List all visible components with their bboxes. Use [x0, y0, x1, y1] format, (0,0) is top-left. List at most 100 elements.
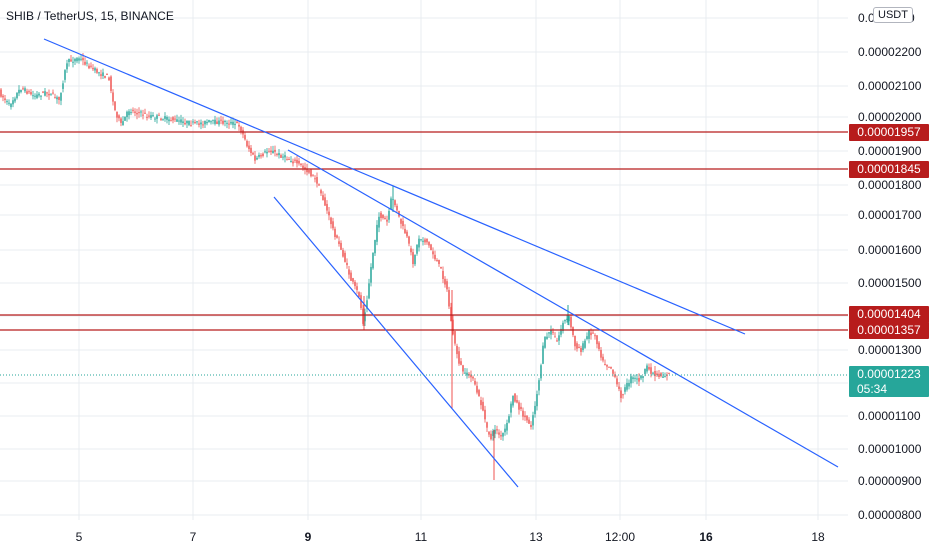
- candle-body: [108, 77, 110, 81]
- candle-body: [84, 61, 86, 65]
- candle-body: [506, 422, 508, 431]
- candle-body: [48, 93, 50, 96]
- level-label-1404[interactable]: 0.00001404: [849, 306, 929, 323]
- candle-body: [190, 125, 192, 127]
- candle-body: [154, 118, 156, 120]
- candle-body: [326, 203, 328, 211]
- candle-body: [76, 58, 78, 62]
- candle-body: [584, 340, 586, 348]
- candle-body: [364, 312, 366, 322]
- candle-body: [640, 375, 642, 379]
- candle-body: [548, 332, 550, 334]
- candle-body: [260, 155, 262, 157]
- currency-button[interactable]: USDT: [873, 7, 913, 23]
- trend-lines[interactable]: [43, 38, 839, 488]
- candle-body: [436, 260, 438, 262]
- candle-body: [438, 259, 440, 264]
- symbol-title[interactable]: SHIB / TetherUS, 15, BINANCE: [6, 9, 174, 23]
- candle-body: [594, 335, 596, 337]
- candle-body: [562, 322, 564, 332]
- time-tick: 12:00: [604, 530, 636, 544]
- candle-body: [72, 61, 74, 63]
- candle-body: [614, 374, 616, 377]
- current-price-value: 0.00001223: [857, 367, 921, 381]
- candle-body: [426, 238, 428, 243]
- candle-body: [128, 111, 130, 116]
- candle-body: [590, 332, 592, 336]
- candle-body: [514, 393, 516, 402]
- horizontal-levels[interactable]: [0, 131, 848, 331]
- candle-body: [248, 145, 250, 150]
- candle-body: [140, 111, 142, 113]
- candle-body: [564, 319, 566, 322]
- candle-body: [80, 58, 82, 60]
- candle-body: [182, 121, 184, 124]
- candle-body: [618, 386, 620, 389]
- candle-body: [298, 160, 300, 164]
- trend-line-middle[interactable]: [287, 149, 839, 468]
- candle-body: [482, 401, 484, 411]
- candle-body: [472, 376, 474, 379]
- candle-body: [518, 402, 520, 410]
- candle-body: [450, 307, 452, 322]
- candle-body: [214, 119, 216, 124]
- candle-body: [286, 159, 288, 161]
- candle-body: [112, 92, 114, 102]
- candle-body: [220, 119, 222, 121]
- chart-pane[interactable]: SHIB / TetherUS, 15, BINANCE: [0, 0, 848, 520]
- candle-body: [272, 150, 274, 154]
- candle-body: [508, 416, 510, 423]
- trend-line-upper[interactable]: [43, 38, 746, 335]
- price-tick: 0.00001700: [858, 208, 922, 222]
- candle-body: [406, 231, 408, 237]
- candle-body: [38, 93, 40, 96]
- candle-body: [374, 239, 376, 254]
- candle-body: [376, 224, 378, 242]
- candle-body: [510, 403, 512, 413]
- candle-body: [524, 415, 526, 418]
- candle-body: [410, 248, 412, 253]
- level-label-1957[interactable]: 0.00001957: [849, 124, 929, 141]
- candle-body: [40, 95, 42, 97]
- candle-body: [362, 308, 364, 324]
- candle-body: [500, 435, 502, 437]
- candle-body: [148, 115, 150, 117]
- price-tick: 0.00000800: [858, 508, 922, 522]
- candle-body: [310, 169, 312, 177]
- candle-body: [12, 100, 14, 105]
- candle-body: [34, 95, 36, 97]
- candle-body: [236, 121, 238, 124]
- candle-body: [284, 155, 286, 158]
- candle-body: [570, 316, 572, 328]
- price-chart[interactable]: [0, 0, 848, 520]
- candle-body: [490, 433, 492, 440]
- candle-body: [180, 119, 182, 123]
- candle-body: [18, 89, 20, 94]
- price-axis[interactable]: 0.0000220 0.00002200 0.00002100 0.000020…: [848, 0, 932, 522]
- candle-body: [622, 394, 624, 396]
- candle-body: [648, 367, 650, 370]
- candle-body: [192, 121, 194, 123]
- candle-body: [100, 74, 102, 76]
- candle-body: [86, 62, 88, 64]
- level-label-1357[interactable]: 0.00001357: [849, 322, 929, 339]
- time-axis[interactable]: 5 7 9 11 13 12:00 16 18: [0, 520, 932, 550]
- time-tick: 5: [75, 530, 83, 544]
- price-tick: 0.00001100: [858, 409, 921, 423]
- current-price-label: 0.00001223 05:34: [849, 366, 929, 397]
- candle-body: [20, 89, 22, 92]
- candle-body: [66, 63, 68, 70]
- candle-body: [632, 377, 634, 380]
- candle-body: [206, 121, 208, 124]
- candle-body: [250, 147, 252, 154]
- candle-body: [2, 95, 4, 98]
- trend-line-lower[interactable]: [273, 196, 519, 488]
- candle-body: [370, 267, 372, 283]
- level-label-1845[interactable]: 0.00001845: [849, 161, 929, 178]
- candle-body: [56, 97, 58, 100]
- candle-body: [168, 119, 170, 122]
- candle-body: [156, 115, 158, 119]
- candle-body: [164, 116, 166, 119]
- price-tick: 0.00001900: [858, 144, 922, 158]
- candle-body: [252, 152, 254, 155]
